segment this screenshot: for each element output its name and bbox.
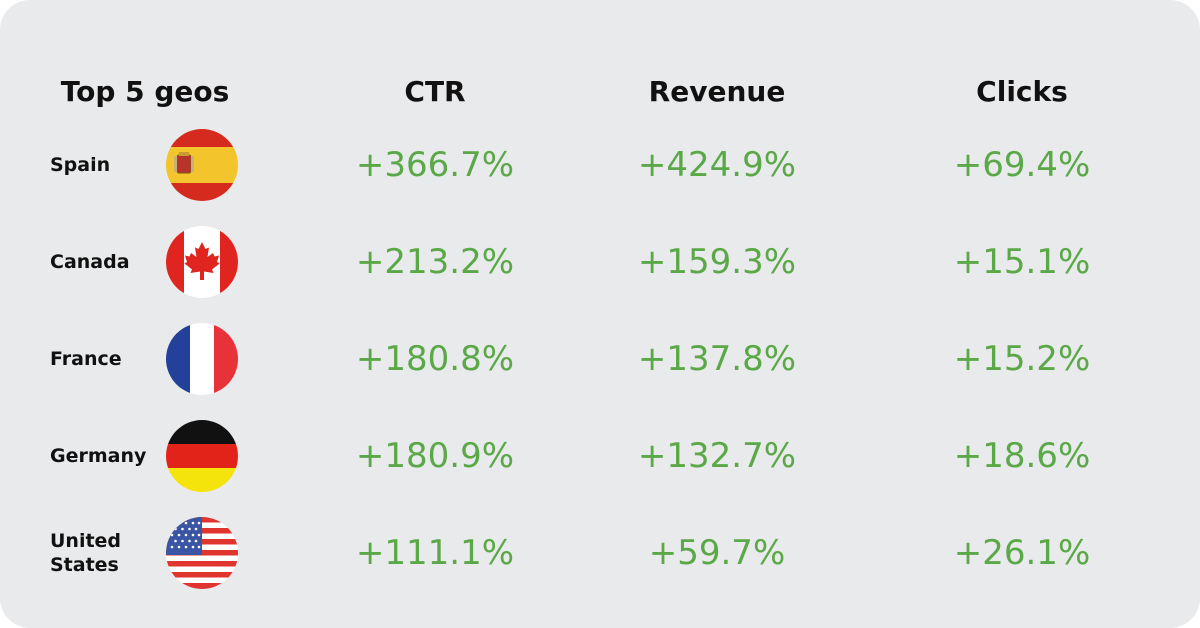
country-name: United States xyxy=(50,530,122,576)
country-name: Germany xyxy=(50,445,147,467)
canada-flag-icon xyxy=(166,226,238,298)
clicks-value: +26.1% xyxy=(953,533,1091,573)
header-clicks: Clicks xyxy=(976,74,1068,108)
table-row: United States +111 xyxy=(0,513,1200,593)
country-name: France xyxy=(50,348,122,370)
germany-flag-icon xyxy=(166,420,238,492)
clicks-value: +15.1% xyxy=(953,242,1091,282)
table-row: Germany +180.9% +132.7% +18.6% xyxy=(0,416,1200,496)
clicks-value: +18.6% xyxy=(953,436,1091,476)
ctr-value: +180.9% xyxy=(355,436,515,476)
clicks-value: +15.2% xyxy=(953,339,1091,379)
table-row: Canada +213.2% +159.3% +15.1% xyxy=(0,222,1200,302)
ctr-value: +213.2% xyxy=(355,242,515,282)
header-ctr: CTR xyxy=(404,74,466,108)
ctr-value: +111.1% xyxy=(355,533,515,573)
country-name: Canada xyxy=(50,251,130,273)
header-revenue: Revenue xyxy=(648,74,786,108)
revenue-value: +137.8% xyxy=(637,339,797,379)
ctr-value: +366.7% xyxy=(355,145,515,185)
revenue-value: +424.9% xyxy=(637,145,797,185)
revenue-value: +132.7% xyxy=(637,436,797,476)
table-row: Spain +366.7% +424.9% +69.4% xyxy=(0,125,1200,205)
france-flag-icon xyxy=(166,323,238,395)
header-top-geos: Top 5 geos xyxy=(60,74,230,108)
table-row: France +180.8% +137.8% +15.2% xyxy=(0,319,1200,399)
usa-flag-icon xyxy=(166,517,238,589)
spain-flag-icon xyxy=(166,129,238,201)
ctr-value: +180.8% xyxy=(355,339,515,379)
revenue-value: +159.3% xyxy=(637,242,797,282)
revenue-value: +59.7% xyxy=(648,533,786,573)
clicks-value: +69.4% xyxy=(953,145,1091,185)
country-name: Spain xyxy=(50,154,111,176)
